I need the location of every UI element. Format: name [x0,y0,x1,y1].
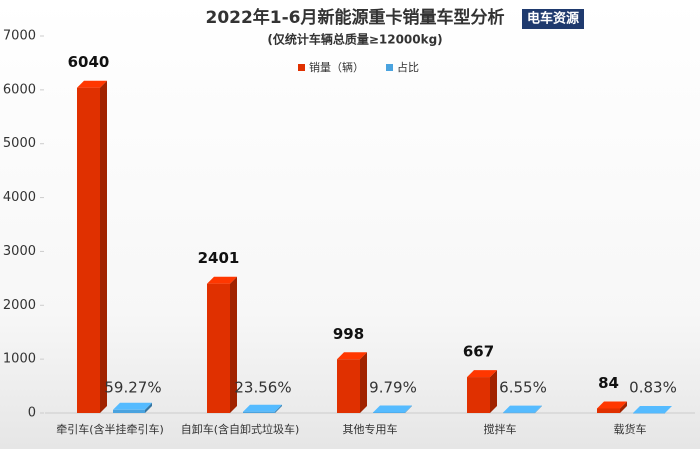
legend-label: 销量（辆） [309,60,364,74]
bar [503,412,535,414]
value-label: 667 [463,343,494,361]
bar [207,283,230,413]
y-tick-label: 5000 [3,136,36,151]
bar-side [275,404,282,413]
x-tick-label: 载货车 [614,422,647,436]
chart-title: 2022年1-6月新能源重卡销量车型分析 [205,7,504,28]
y-tick-label: 2000 [3,298,36,313]
chart-subtitle: (仅统计车辆总质量≥12000kg) [267,32,442,47]
bar [77,87,100,414]
y-tick-label: 4000 [3,190,36,205]
value-label: 0.83% [629,379,677,397]
bar-top [113,402,152,410]
y-tick-label: 3000 [3,244,36,259]
bar [373,412,405,413]
bar-side [620,401,627,413]
logo: 电车资源 [527,11,579,27]
y-tick-label: 1000 [3,352,36,367]
bar-side [405,405,412,413]
legend-swatch [298,64,305,71]
bar [337,359,360,413]
value-label: 59.27% [104,378,161,396]
bar-side [145,402,152,413]
bar-side [100,80,107,414]
bar-top [503,405,542,413]
x-tick-label: 自卸车(含自卸式垃圾车) [181,422,300,436]
y-tick-label: 7000 [3,29,36,44]
legend-swatch [386,64,393,71]
bar-side [490,370,497,413]
bar-side [665,405,672,413]
bar-top [243,404,282,412]
bar-top [207,276,237,284]
value-label: 23.56% [234,379,291,397]
bar [113,409,145,413]
bar-top [373,405,412,413]
value-label: 84 [598,374,619,392]
x-tick-label: 牵引车(含半挂牵引车) [56,422,164,436]
bar-top [633,405,672,413]
bar-top [337,352,367,360]
logo-box [522,9,584,29]
bar [243,411,275,413]
bar-side [535,405,542,413]
bar [633,412,665,414]
bar [467,377,490,413]
bar-side [230,276,237,413]
y-tick-label: 0 [28,406,36,421]
bar-top [467,370,497,378]
value-label: 2401 [198,249,240,267]
legend-label: 占比 [397,60,419,74]
bar-top [597,401,627,409]
value-label: 6040 [68,53,110,71]
x-tick-label: 搅拌车 [484,422,517,436]
value-label: 998 [333,325,364,343]
value-label: 6.55% [499,379,547,397]
x-tick-label: 其他专用车 [343,422,398,436]
bar-top [77,80,107,88]
y-tick-label: 6000 [3,82,36,97]
bar-side [360,352,367,413]
value-label: 9.79% [369,379,417,397]
bar [597,408,620,413]
